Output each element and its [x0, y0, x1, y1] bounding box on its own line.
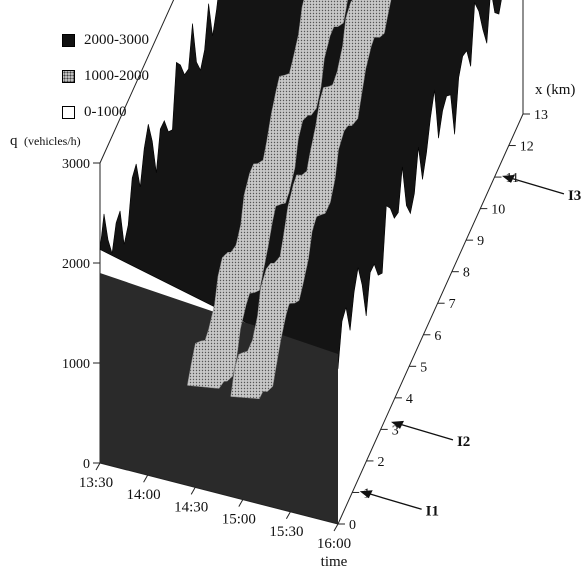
z-axis: 0 1000 2000 3000 q (vehicles/h) — [10, 133, 100, 472]
legend-swatch-low — [62, 106, 75, 119]
time-tick — [95, 462, 101, 471]
x-tick-label: 10 — [491, 203, 505, 218]
marker-arrow-line — [398, 423, 454, 441]
plot-box-front — [99, 113, 524, 525]
x-tick-label: 5 — [420, 360, 427, 375]
congested-band — [187, 0, 348, 389]
legend-swatch-mid — [62, 70, 75, 83]
time-tick-label: 13:30 — [79, 475, 113, 491]
marker-label: I1 — [426, 503, 439, 519]
time-tick — [190, 487, 196, 495]
x-tick-label: 8 — [463, 266, 470, 281]
time-tick — [143, 474, 149, 483]
time-tick-label: 15:00 — [222, 512, 256, 528]
marker-label: I3 — [568, 188, 581, 204]
x-axis: 012345678910111213x (km) — [338, 82, 575, 533]
legend-label-low: 0-1000 — [84, 104, 127, 120]
time-tick-label: 16:00 — [317, 536, 351, 552]
time-tick-label: 15:30 — [269, 524, 303, 540]
time-tick-label: 14:30 — [174, 499, 208, 515]
marker-arrow-line — [509, 177, 565, 195]
x-tick-label: 6 — [434, 329, 441, 344]
marker-arrow-head — [359, 490, 373, 499]
time-axis-label: time — [321, 554, 348, 570]
marker-arrow-head — [391, 420, 404, 429]
surface — [99, 0, 502, 524]
marker-arrow-line — [367, 492, 422, 510]
marker-label: I2 — [457, 434, 470, 450]
x-tick-label: 7 — [449, 297, 456, 312]
z-tick-label: 0 — [83, 457, 90, 472]
time-axis: 13:30 14:00 14:30 15:00 15:30 16:00 time — [79, 462, 351, 570]
z-axis-unit: (vehicles/h) — [24, 134, 81, 148]
legend-label-mid: 1000-2000 — [84, 68, 149, 84]
z-axis-label: q — [10, 133, 18, 149]
marker-arrow-head — [502, 174, 515, 183]
legend-swatch-high — [62, 34, 75, 47]
z-tick-label: 2000 — [62, 257, 90, 272]
detector-markers: I1 I2 I3 — [359, 174, 581, 519]
time-tick — [333, 523, 339, 532]
box-edge — [99, 0, 175, 164]
x-tick-label: 4 — [406, 392, 413, 407]
box-edge — [337, 113, 524, 525]
x-tick-label: 0 — [349, 518, 356, 533]
time-tick — [238, 499, 244, 507]
x-axis-label: x (km) — [535, 82, 575, 98]
x-tick-label: 12 — [520, 140, 534, 155]
time-tick-label: 14:00 — [127, 487, 161, 503]
z-tick-label: 1000 — [62, 357, 90, 372]
z-tick-label: 3000 — [62, 157, 90, 172]
time-tick — [285, 511, 291, 520]
x-tick-label: 13 — [534, 108, 548, 123]
legend-label-high: 2000-3000 — [84, 32, 149, 48]
x-tick-label: 9 — [477, 234, 484, 249]
x-tick-label: 3 — [392, 423, 399, 438]
congested-band — [230, 0, 392, 400]
x-tick-label: 2 — [377, 455, 384, 470]
box-edge — [99, 462, 339, 525]
